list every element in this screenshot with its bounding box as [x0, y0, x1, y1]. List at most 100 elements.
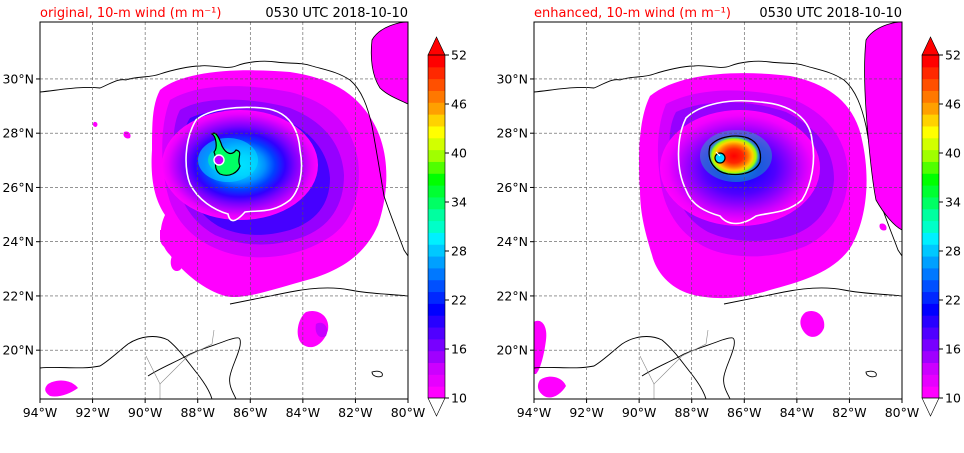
colorbar-swatch	[922, 374, 939, 387]
colorbar-tick-label: 22	[945, 293, 961, 308]
colorbar-swatch	[428, 303, 445, 316]
colorbar-swatch	[922, 220, 939, 233]
colorbar-tick-label: 52	[945, 48, 961, 63]
colorbar-tick-label: 10	[451, 391, 467, 406]
colorbar-swatch	[922, 208, 939, 222]
contour-white-enhanced	[677, 99, 815, 225]
panel-title-original: original, 10-m wind (m m⁻¹)	[40, 6, 221, 21]
tick-label-lon: 82°W	[338, 405, 373, 420]
colorbar-tick-label: 34	[945, 195, 961, 210]
colorbar-swatch	[922, 102, 939, 115]
colorbar-swatch	[922, 244, 939, 257]
tick-label-lat: 30°N	[496, 71, 528, 86]
colorbar-swatch	[922, 66, 939, 80]
colorbar-swatch	[922, 149, 939, 162]
colorbar-tick-label: 22	[451, 293, 467, 308]
colorbar-extend-min	[921, 397, 940, 417]
colorbar-swatch	[922, 338, 939, 352]
colorbar-swatch	[428, 279, 445, 293]
colorbar-swatch	[428, 78, 445, 91]
colorbar-swatch	[428, 102, 445, 115]
colorbar-swatch	[428, 244, 445, 257]
map-panel-enhanced: enhanced, 10-m wind (m m⁻¹) 0530 UTC 201…	[496, 6, 919, 420]
colorbar-swatch	[922, 327, 939, 340]
colorbar-swatch	[428, 220, 445, 233]
colorbar-swatch	[428, 386, 445, 399]
colorbar-swatch	[428, 256, 445, 269]
colorbar-swatch	[428, 173, 445, 186]
colorbar-swatch	[428, 267, 445, 281]
colorbar-swatch	[428, 208, 445, 222]
tick-label-lon: 88°W	[180, 405, 215, 420]
tick-label-lat: 28°N	[2, 126, 34, 141]
colorbar-extend-max	[921, 36, 940, 56]
tick-label-lat: 26°N	[496, 180, 528, 195]
colorbar-swatch	[922, 55, 939, 68]
colorbar-swatch	[428, 362, 445, 375]
colorbar-swatch	[428, 114, 445, 127]
colorbar-tick-label: 34	[451, 195, 467, 210]
colorbar-swatch	[922, 232, 939, 245]
tick-label-lat: 26°N	[2, 180, 34, 195]
panel-timestamp-original: 0530 UTC 2018-10-10	[265, 6, 408, 21]
colorbar-swatch	[428, 66, 445, 80]
tick-label-lon: 94°W	[517, 405, 552, 420]
colorbar-swatch	[428, 149, 445, 162]
tick-label-lon: 80°W	[391, 405, 426, 420]
colorbar-swatch	[428, 125, 445, 139]
tick-label-lat: 22°N	[496, 288, 528, 303]
colorbar-swatch	[922, 173, 939, 186]
colorbar-swatch	[428, 137, 445, 151]
colorbar-tick-label: 10	[945, 391, 961, 406]
tick-label-lon: 80°W	[885, 405, 920, 420]
map-frame-original	[39, 21, 409, 400]
colorbar-swatch	[922, 315, 939, 328]
colorbar-swatch	[428, 232, 445, 245]
map-frame-enhanced	[533, 21, 903, 400]
colorbar-tick-label: 40	[945, 146, 961, 161]
colorbar-swatch	[428, 161, 445, 174]
colorbar-tick-label: 52	[451, 48, 467, 63]
tick-label-lon: 82°W	[832, 405, 867, 420]
tick-label-lat: 22°N	[2, 288, 34, 303]
gridlines-enhanced	[534, 22, 902, 399]
colorbar-swatch	[428, 327, 445, 340]
tick-label-lat: 24°N	[496, 234, 528, 249]
colorbar-swatch	[428, 315, 445, 328]
colorbar-tick-label: 28	[945, 244, 961, 259]
colorbar-swatch	[428, 55, 445, 68]
colorbar-swatch	[428, 374, 445, 387]
tick-label-lat: 28°N	[496, 126, 528, 141]
colorbar-swatch	[922, 161, 939, 174]
contour-white-original	[185, 106, 303, 222]
colorbar-swatch	[922, 90, 939, 103]
colorbar-tick-label: 46	[945, 97, 961, 112]
colorbar-swatch	[922, 291, 939, 304]
colorbar-extend-max	[427, 36, 446, 56]
colorbar-swatch	[922, 137, 939, 151]
colorbar-swatch	[922, 125, 939, 139]
colorbar-swatch	[428, 90, 445, 103]
tick-label-lon: 90°W	[128, 405, 163, 420]
colorbar-enhanced: 52 46 40 34 28 22 16 10	[921, 36, 961, 417]
tick-label-lon: 94°W	[23, 405, 58, 420]
colorbar-swatch	[922, 114, 939, 127]
colorbar-swatch	[428, 196, 445, 210]
colorbar-extend-min	[427, 397, 446, 417]
colorbar-swatch	[922, 386, 939, 399]
colorbar-swatch	[922, 267, 939, 281]
map-panel-original: original, 10-m wind (m m⁻¹) 0530 UTC 201…	[2, 6, 425, 420]
colorbar-tick-label: 28	[451, 244, 467, 259]
colorbar-swatch	[922, 303, 939, 316]
colorbar-swatch	[922, 196, 939, 210]
tick-label-lat: 20°N	[2, 343, 34, 358]
colorbar-swatch	[428, 350, 445, 364]
colorbar-swatch	[922, 256, 939, 269]
colorbar-tick-label: 16	[945, 342, 961, 357]
gridlines-original	[40, 22, 408, 399]
tick-label-lon: 86°W	[233, 405, 268, 420]
colorbar-swatch	[922, 279, 939, 293]
tick-label-lon: 90°W	[622, 405, 657, 420]
axis-ticks-original: 94°W 92°W 90°W 88°W 86°W 84°W 82°W 80°W 30°N 28°N…	[2, 71, 425, 420]
